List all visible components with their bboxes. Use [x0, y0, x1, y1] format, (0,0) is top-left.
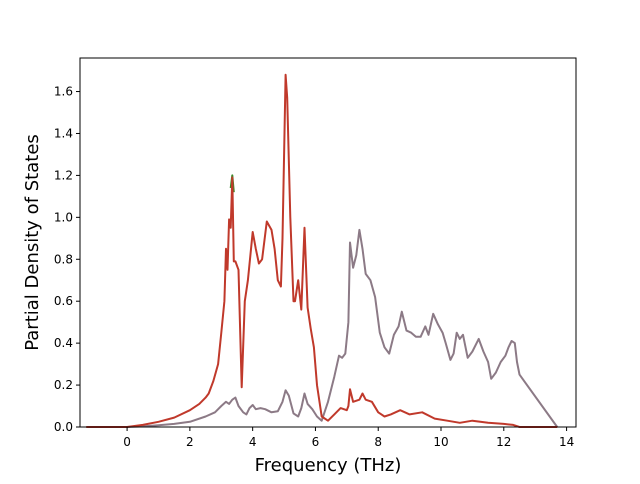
- y-tick-label: 0.6: [54, 294, 73, 308]
- x-axis-ticks: 0 2 4 6 8 10 12 14: [123, 427, 574, 449]
- series-line-3: [86, 73, 558, 428]
- plot-area-frame: [79, 57, 577, 428]
- x-tick-label: 4: [249, 435, 257, 449]
- y-tick-label: 0.8: [54, 252, 73, 266]
- y-axis-label: Partial Density of States: [22, 134, 43, 351]
- x-tick-label: 10: [433, 435, 448, 449]
- x-tick-label: 12: [496, 435, 511, 449]
- y-tick-label: 1.2: [54, 168, 73, 182]
- x-tick-label: 2: [186, 435, 194, 449]
- x-tick-label: 8: [374, 435, 382, 449]
- y-tick-label: 0.0: [54, 420, 73, 434]
- x-axis-label: Frequency (THz): [255, 455, 402, 476]
- x-tick-label: 6: [312, 435, 320, 449]
- series-line-1: [86, 228, 559, 428]
- y-tick-label: 0.4: [54, 336, 73, 350]
- x-tick-label: 14: [559, 435, 574, 449]
- series-layer: [86, 73, 559, 428]
- y-axis-ticks: 0.0 0.2 0.4 0.6 0.8 1.0 1.2 1.4 1.6: [54, 85, 80, 434]
- y-tick-label: 1.0: [54, 210, 73, 224]
- x-tick-label: 0: [123, 435, 131, 449]
- y-tick-label: 0.2: [54, 378, 73, 392]
- y-tick-label: 1.6: [54, 85, 73, 99]
- y-tick-label: 1.4: [54, 126, 73, 140]
